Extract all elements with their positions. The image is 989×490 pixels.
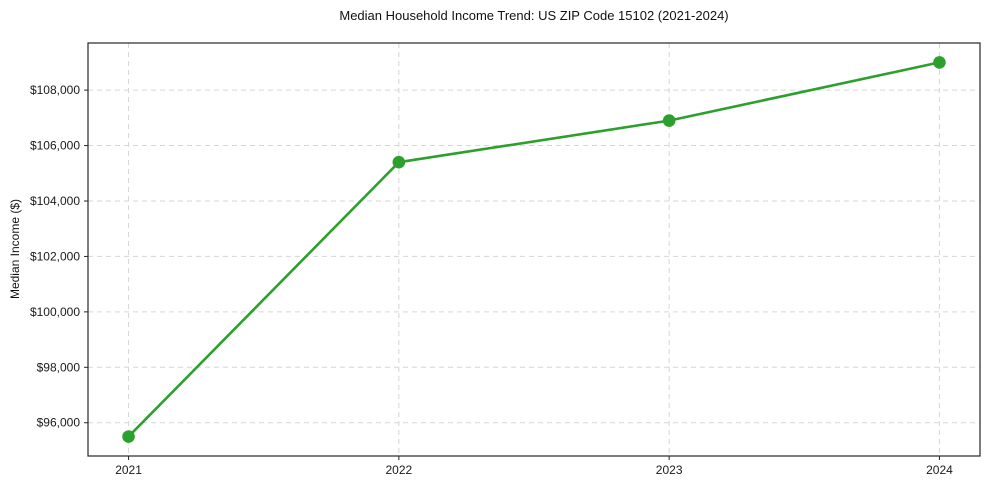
- x-tick-label: 2024: [926, 463, 953, 477]
- x-tick-label: 2023: [656, 463, 683, 477]
- data-point-marker: [122, 430, 135, 443]
- plot-border: [87, 42, 981, 457]
- y-tick-label: $96,000: [37, 416, 81, 430]
- x-tick-label: 2021: [115, 463, 142, 477]
- chart-title: Median Household Income Trend: US ZIP Co…: [339, 8, 729, 23]
- x-tick-label: 2022: [385, 463, 412, 477]
- y-tick-label: $100,000: [30, 305, 80, 319]
- data-point-marker: [933, 56, 946, 69]
- data-point-marker: [662, 114, 676, 127]
- y-tick-label: $106,000: [30, 139, 80, 153]
- y-tick-label: $108,000: [30, 83, 80, 97]
- y-tick-label: $102,000: [30, 249, 80, 263]
- data-point-marker: [392, 155, 406, 169]
- y-tick-label: $98,000: [37, 360, 81, 374]
- trend-line: [127, 61, 941, 438]
- y-tick-label: $104,000: [30, 194, 80, 208]
